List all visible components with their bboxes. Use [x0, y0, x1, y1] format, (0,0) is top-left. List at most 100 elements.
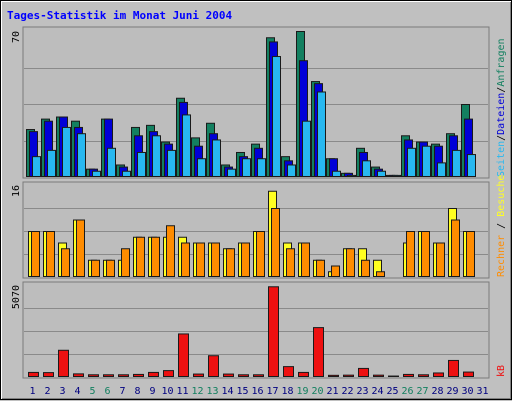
- kb-bar: [44, 373, 54, 377]
- seiten-bar: [153, 136, 161, 177]
- legend-entry: Rechner: [496, 235, 507, 277]
- day-label: 20: [311, 386, 323, 397]
- seiten-bar: [183, 115, 191, 177]
- day-label: 22: [341, 386, 353, 397]
- day-label: 8: [134, 386, 140, 397]
- kb-bar: [119, 375, 129, 377]
- legend: Rechner / Besuche: [496, 175, 507, 277]
- day-label: 26: [401, 386, 413, 397]
- day-label: 3: [59, 386, 65, 397]
- day-label: 9: [149, 386, 155, 397]
- day-label: 11: [176, 386, 188, 397]
- kb-bar: [374, 375, 384, 376]
- rechner-bar: [362, 260, 370, 276]
- seiten-bar: [258, 159, 266, 177]
- y-max-label: 16: [11, 185, 22, 197]
- legend: kB: [496, 365, 507, 377]
- rechner-bar: [452, 220, 460, 277]
- rechner-bar: [197, 243, 205, 277]
- seiten-bar: [378, 171, 386, 176]
- kb-bar: [254, 375, 264, 377]
- kb-bar: [239, 375, 249, 377]
- rechner-bar: [32, 232, 40, 277]
- rechner-bar: [122, 249, 130, 277]
- seiten-bar: [168, 150, 176, 176]
- rechner-bar: [287, 249, 295, 277]
- seiten-bar: [273, 57, 281, 177]
- seiten-bar: [33, 157, 41, 177]
- kb-bar: [299, 372, 309, 376]
- rechner-bar: [302, 243, 310, 277]
- seiten-bar: [198, 159, 206, 177]
- kb-panel: [23, 282, 489, 378]
- day-label: 2: [44, 386, 50, 397]
- kb-bar: [194, 374, 204, 376]
- day-label: 5: [89, 386, 95, 397]
- rechner-bar: [242, 243, 250, 277]
- seiten-bar: [243, 159, 251, 177]
- seiten-bar: [108, 148, 116, 176]
- kb-bar: [164, 371, 174, 377]
- day-label: 10: [161, 386, 173, 397]
- day-label: 21: [326, 386, 338, 397]
- rechner-bar: [347, 249, 355, 277]
- rechner-bar: [227, 249, 235, 277]
- kb-bar: [59, 350, 69, 376]
- rechner-bar: [332, 266, 340, 277]
- rechner-bar: [62, 249, 70, 277]
- seiten-bar: [348, 175, 356, 176]
- kb-bar: [344, 375, 354, 376]
- seiten-bar: [63, 127, 71, 176]
- kb-bar: [464, 372, 474, 376]
- seiten-bar: [438, 163, 446, 177]
- day-label: 28: [431, 386, 443, 397]
- day-label: 4: [74, 386, 80, 397]
- kb-bar: [29, 372, 39, 376]
- seiten-bar: [423, 146, 431, 176]
- rechner-bar: [377, 272, 385, 277]
- rechner-bar: [272, 209, 280, 277]
- kb-bar: [284, 367, 294, 377]
- seiten-bar: [318, 92, 326, 177]
- seiten-bar: [408, 148, 416, 176]
- rechner-bar: [317, 260, 325, 276]
- kb-bar: [269, 287, 279, 377]
- day-label: 13: [206, 386, 218, 397]
- seiten-bar: [468, 155, 476, 177]
- seiten-bar: [453, 150, 461, 176]
- rechner-bar: [47, 232, 55, 277]
- kb-bar: [329, 375, 339, 376]
- legend: Seiten/Dateien/Anfragen: [496, 38, 507, 177]
- seiten-bar: [363, 161, 371, 177]
- kb-bar: [134, 374, 144, 376]
- seiten-bar: [288, 165, 296, 177]
- seiten-bar: [393, 175, 401, 176]
- legend-entry: Seiten: [496, 141, 507, 177]
- seiten-bar: [213, 140, 221, 177]
- y-max-label: 70: [11, 31, 22, 43]
- kb-bar: [359, 368, 369, 376]
- day-label: 7: [119, 386, 125, 397]
- rechner-bar: [407, 232, 415, 277]
- day-label: 23: [356, 386, 368, 397]
- kb-bar: [149, 372, 159, 376]
- day-label: 15: [236, 386, 248, 397]
- day-label: 24: [371, 386, 383, 397]
- seiten-bar: [333, 171, 341, 176]
- seiten-bar: [138, 152, 146, 176]
- kb-bar: [404, 374, 414, 376]
- kb-bar: [314, 328, 324, 377]
- rechner-bar: [107, 260, 115, 276]
- seiten-bar: [93, 171, 101, 176]
- rechner-bar: [257, 232, 265, 277]
- y-max-label: 5070: [11, 285, 22, 309]
- day-label: 1: [29, 386, 35, 397]
- kb-bar: [89, 375, 99, 377]
- legend-entry: Dateien: [496, 93, 507, 135]
- seiten-bar: [123, 171, 131, 176]
- kb-bar: [104, 375, 114, 377]
- legend-separator: /: [496, 217, 507, 235]
- rechner-bar: [77, 220, 85, 277]
- kb-bar: [434, 373, 444, 377]
- kb-bar: [449, 360, 459, 376]
